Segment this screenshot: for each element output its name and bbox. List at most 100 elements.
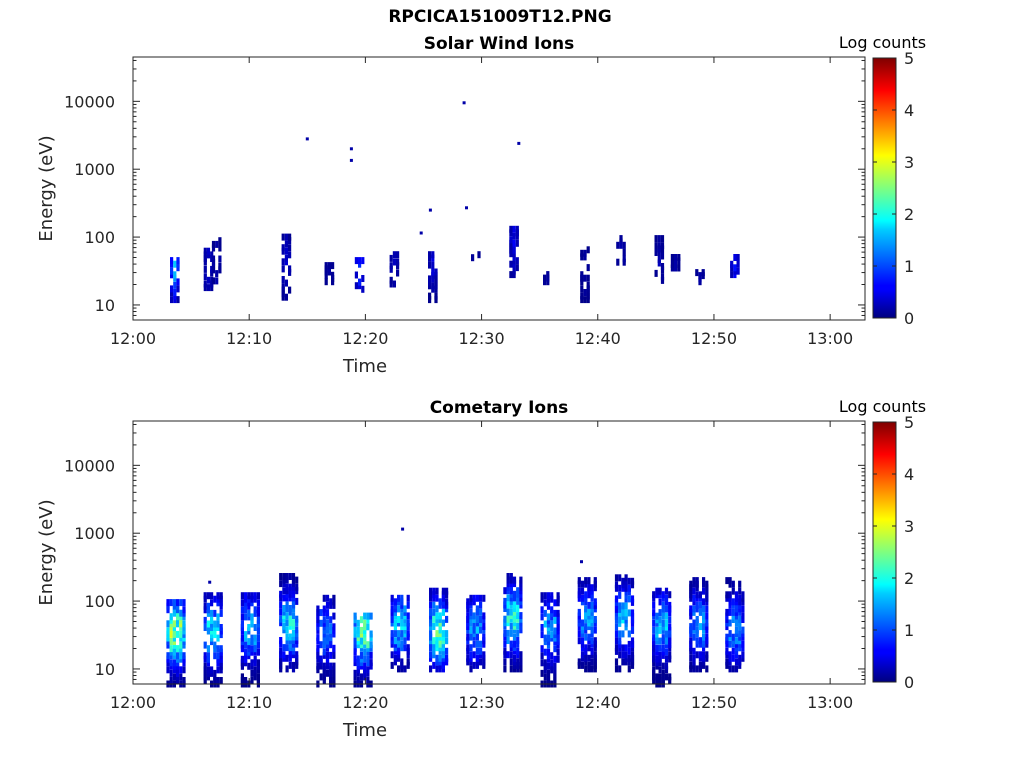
heatmap-cell [519, 654, 523, 662]
heatmap-cell [400, 612, 404, 620]
heatmap-cell [389, 262, 393, 270]
heatmap-cell [219, 645, 223, 653]
heatmap-cell [509, 640, 513, 648]
heatmap-cells [166, 527, 745, 688]
heatmap-cell [403, 637, 407, 645]
heatmap-cell [652, 641, 656, 649]
heatmap-cell [516, 594, 520, 602]
heatmap-cell [624, 602, 628, 610]
heatmap-cell [469, 626, 473, 634]
heatmap-cell [741, 605, 745, 613]
heatmap-cell [322, 616, 326, 624]
heatmap-cell [284, 279, 288, 287]
heatmap-cell [397, 605, 401, 613]
heatmap-cell [281, 258, 285, 266]
heatmap-cell [169, 630, 173, 638]
heatmap-cell [655, 634, 659, 642]
heatmap-cell [403, 644, 407, 652]
heatmap-cell [624, 609, 628, 617]
heatmap-cell [731, 654, 735, 662]
heatmap-cell [435, 605, 439, 613]
heatmap-cell [244, 677, 248, 684]
heatmap-cell [728, 630, 732, 638]
heatmap-cell [590, 658, 594, 666]
heatmap-cell [356, 669, 360, 677]
heatmap-cell [668, 634, 672, 642]
heatmap-cell [587, 654, 591, 662]
heatmap-cell [702, 651, 706, 659]
heatmap-cell [734, 644, 739, 652]
heatmap-cell [213, 620, 217, 628]
heatmap-cell [356, 659, 360, 667]
heatmap-cell [689, 654, 693, 662]
heatmap-cell [172, 623, 176, 631]
heatmap-cell [512, 590, 517, 598]
heatmap-cell [516, 658, 520, 666]
heatmap-cell [655, 644, 659, 652]
heatmap-cell [543, 599, 547, 607]
heatmap-cell [325, 644, 330, 652]
heatmap-cell [166, 652, 170, 660]
heatmap-cell [695, 637, 699, 645]
heatmap-cell [731, 608, 735, 616]
heatmap-cell [660, 235, 665, 243]
heatmap-cell [285, 612, 289, 620]
heatmap-cell [580, 587, 585, 595]
heatmap-cell [652, 673, 656, 681]
heatmap-cell [627, 647, 631, 655]
heatmap-cell [553, 677, 557, 684]
heatmap-cell [695, 626, 699, 634]
heatmap-cell [390, 651, 394, 659]
colorbar-tick-label: 0 [904, 309, 914, 328]
heatmap-cell [580, 253, 584, 261]
heatmap-cell [580, 580, 585, 588]
heatmap-cell [170, 267, 174, 275]
heatmap-cell [363, 626, 367, 634]
heatmap-cell [590, 665, 594, 673]
heatmap-cell [250, 599, 254, 607]
heatmap-cell [279, 594, 283, 602]
heatmap-cell [586, 296, 590, 304]
heatmap-cell [390, 605, 394, 613]
heatmap-cell [325, 659, 330, 667]
heatmap-cell [281, 233, 285, 241]
heatmap-cell [281, 276, 285, 283]
colorbar: Log counts 0 1 2 3 4 5 [839, 33, 926, 328]
x-tick-label: 12:40 [575, 693, 621, 712]
heatmap-cell [618, 574, 622, 582]
heatmap-cell [652, 594, 656, 602]
heatmap-cell [445, 598, 449, 606]
heatmap-cell [466, 658, 470, 666]
heatmap-cell [689, 661, 693, 669]
heatmap-cell [519, 594, 523, 602]
heatmap-cell [285, 601, 289, 609]
heatmap-cell [295, 597, 299, 605]
heatmap-cells [170, 101, 740, 304]
heatmap-cell [577, 608, 581, 616]
heatmap-cell [291, 601, 296, 609]
heatmap-cell [692, 587, 696, 595]
heatmap-cell [256, 641, 260, 649]
heatmap-cell [353, 612, 357, 620]
heatmap-cell [630, 637, 635, 645]
heatmap-cell [169, 659, 173, 667]
heatmap-cell [466, 637, 470, 645]
heatmap-cell [540, 631, 544, 639]
heatmap-cell [369, 634, 373, 642]
heatmap-cell [203, 677, 207, 684]
heatmap-cell [316, 609, 320, 617]
heatmap-cell [438, 619, 442, 627]
heatmap-cell [438, 637, 442, 645]
heatmap-cell [553, 627, 557, 635]
heatmap-cell [166, 620, 170, 628]
y-tick-label: 10 [95, 296, 115, 315]
heatmap-cell [482, 616, 486, 623]
heatmap-cell [540, 669, 544, 677]
heatmap-cell [295, 576, 299, 584]
heatmap-cell [516, 587, 520, 595]
heatmap-cell [322, 626, 326, 634]
heatmap-cell [475, 640, 479, 648]
heatmap-cell [550, 666, 554, 674]
heatmap-cell [655, 587, 659, 595]
heatmap-cell [512, 654, 517, 662]
